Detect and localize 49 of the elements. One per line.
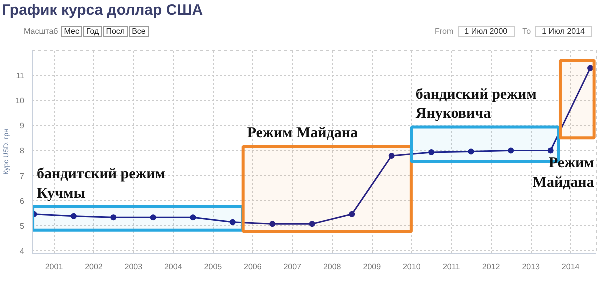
point [349,211,356,218]
point [230,219,236,226]
x-tick-label: 2007 [284,262,302,272]
x-tick-label: 2008 [323,262,342,272]
y-tick-label: 10 [16,96,26,106]
point [388,153,395,160]
band-label: Режим Майдана [532,156,595,191]
point [270,221,276,228]
x-tick-label: 2011 [442,262,461,272]
text: Мес [61,26,82,37]
point [428,150,435,156]
point [508,148,514,154]
y-tick-label: 6 [20,196,26,206]
point [70,213,77,220]
text: Год [83,26,102,37]
x-tick-label: 2003 [124,262,144,272]
x-tick-label: 2013 [522,262,541,272]
point [110,214,117,221]
text: To [522,27,532,36]
point [150,214,156,221]
y-tick-label: 7 [20,172,26,181]
x-tick-label: 2002 [85,262,104,272]
text: Все [129,26,149,37]
band-label: бандитский режим Кучмы [37,166,166,202]
x-tick-label: 2001 [45,262,64,272]
point [190,214,196,221]
x-tick-label: 2004 [164,262,183,272]
point [309,221,316,228]
band-label: бандиский режим Януковича [416,86,537,122]
y-tick-label: 5 [20,222,26,231]
x-tick-label: 2009 [363,262,382,272]
x-tick-label: 2010 [402,262,422,272]
y-tick-label: 8 [20,146,26,156]
x-tick-label: 2012 [482,262,501,272]
text: From [435,27,454,36]
text: 1 Июл 2000 [458,26,515,37]
band-label: Режим Майдана [247,126,358,142]
point [468,148,474,155]
y-tick-label: 11 [16,72,26,81]
x-tick-label: 2005 [204,262,223,272]
y-tick-label: 9 [20,122,26,131]
point [548,148,554,154]
y-tick-label: 4 [20,246,26,256]
text: Посл [103,26,128,37]
x-tick-label: 2006 [244,262,262,272]
x-tick-label: 2014 [562,262,580,272]
chart-title: График курса доллар США [1,1,204,21]
text: 1 Июл 2014 [535,26,592,37]
text: Масштаб [24,27,58,36]
